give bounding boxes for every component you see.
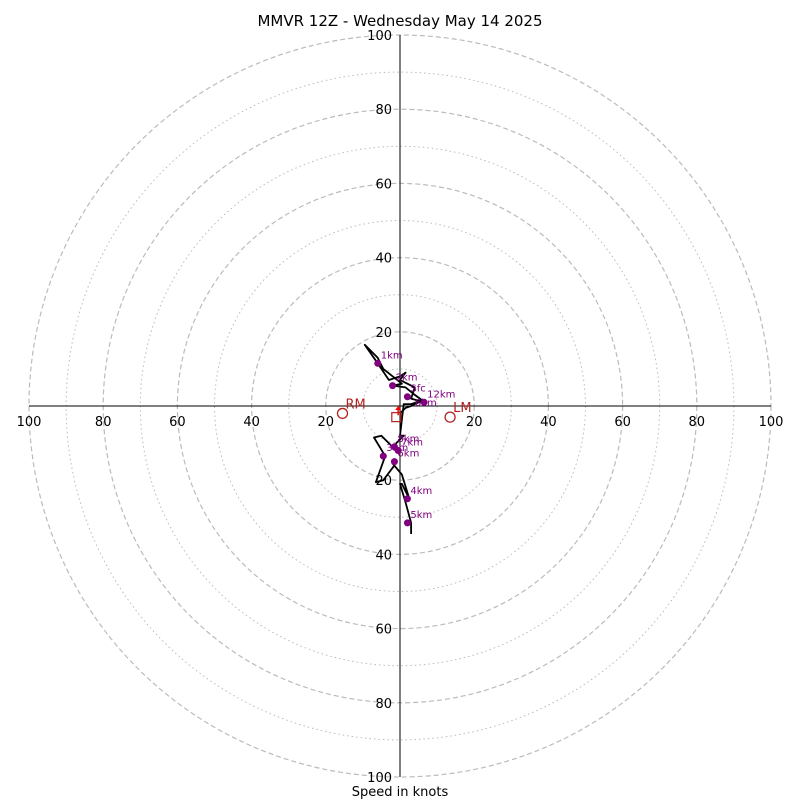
x-tick-label: 100 — [759, 415, 784, 430]
height-marker-label: 4km — [410, 486, 432, 497]
height-marker-point — [403, 495, 411, 503]
height-marker-label: 6km — [415, 398, 437, 409]
height-marker-label: 8km — [397, 434, 419, 445]
height-marker-label: 5km — [410, 510, 432, 521]
height-marker-label: 12km — [427, 389, 455, 400]
height-marker-point — [390, 443, 398, 451]
hodograph-line — [363, 343, 426, 534]
tick-labels: 20 20 20 20 40 40 40 40 60 60 60 60 80 80 80 80 100 100 10… — [17, 29, 784, 786]
y-tick-label: 100 — [367, 771, 392, 786]
x-tick-label: 80 — [689, 415, 706, 430]
height-marker-label: 1km — [381, 350, 403, 361]
x-tick-label: 40 — [243, 415, 260, 430]
axes — [29, 35, 771, 777]
height-marker-point — [379, 452, 387, 460]
x-axis-label: Speed in knots — [352, 785, 449, 800]
storm-motion-markers: RM LM — [336, 397, 472, 423]
y-tick-label: 100 — [367, 29, 392, 44]
chart-title: MMVR 12Z - Wednesday May 14 2025 — [257, 12, 542, 30]
storm-motion-label: LM — [453, 401, 471, 416]
x-tick-label: 60 — [614, 415, 631, 430]
y-tick-label: 20 — [375, 474, 392, 489]
height-marker-label: 2km — [396, 373, 418, 384]
height-markers: Sfc1km2km3km4km5km6km7km8km12km6km — [374, 350, 455, 527]
x-tick-label: 80 — [95, 415, 112, 430]
height-marker-point — [374, 359, 382, 367]
mean-wind-marker — [391, 412, 402, 423]
x-tick-label: 20 — [466, 415, 483, 430]
x-tick-label: 60 — [169, 415, 186, 430]
y-tick-label: 60 — [375, 177, 392, 192]
y-tick-label: 40 — [375, 548, 392, 563]
height-marker-point — [420, 398, 428, 406]
storm-motion-point — [336, 407, 349, 420]
storm-motion-point — [444, 411, 456, 423]
height-marker-label: 6km — [397, 449, 419, 460]
y-tick-label: 80 — [375, 697, 392, 712]
height-marker-label: 7km — [401, 438, 423, 449]
y-tick-label: 20 — [375, 326, 392, 341]
shear-vector-head — [395, 406, 402, 410]
y-tick-label: 80 — [375, 103, 392, 118]
x-tick-label: 100 — [17, 415, 42, 430]
y-tick-label: 60 — [375, 623, 392, 638]
height-marker-point — [389, 382, 397, 390]
y-tick-label: 40 — [375, 252, 392, 267]
height-marker-label: Sfc — [410, 384, 425, 395]
wind-trace — [363, 343, 426, 534]
storm-motion-label: RM — [345, 397, 365, 412]
height-marker-point — [390, 458, 398, 466]
x-tick-label: 40 — [540, 415, 557, 430]
height-marker-point — [403, 393, 411, 401]
height-marker-point — [403, 519, 411, 527]
x-tick-label: 20 — [318, 415, 335, 430]
